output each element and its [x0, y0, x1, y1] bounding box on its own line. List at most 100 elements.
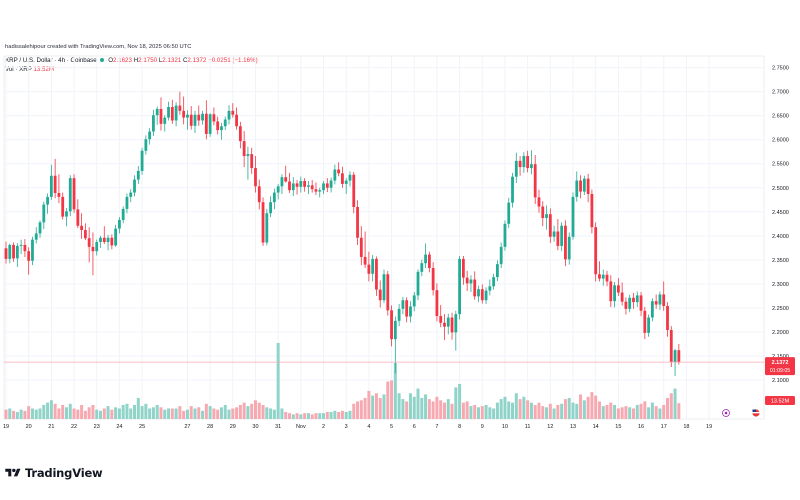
candle-body [38, 222, 42, 234]
volume-bar [57, 408, 61, 419]
candle-body [276, 186, 280, 193]
candle-body [673, 350, 677, 363]
candle-body [27, 251, 31, 261]
candle-body [666, 305, 669, 331]
volume-bar [72, 408, 76, 419]
volume-bar [548, 403, 552, 419]
x-tick-label: 3 [345, 424, 348, 430]
candle-body [8, 244, 12, 259]
volume-bar [405, 401, 409, 419]
volume-bar [495, 402, 499, 419]
time-axis[interactable]: 19 20 21 22 23 24 25 27 28 29 30 31 Nov 2 3 4 5 6 7 8 9 10 11 1… [3, 424, 712, 430]
candle-body [537, 197, 541, 207]
candle-body [632, 297, 635, 303]
candle-body [439, 316, 443, 323]
volume-bar [12, 410, 16, 419]
volume-bar [378, 397, 382, 419]
volume-bar [325, 411, 329, 419]
candle-body [133, 179, 136, 193]
volume-bar [276, 343, 280, 419]
y-tick-label: 2.3000 [772, 282, 789, 288]
volume-bar [601, 406, 605, 419]
volume-bar [318, 413, 322, 419]
high-value: 2.1750 [138, 57, 158, 64]
candle-body [620, 292, 624, 302]
candle-body [397, 308, 401, 321]
volume-bar [80, 404, 84, 419]
candle-body [182, 110, 186, 118]
volume-label[interactable]: Vol · XRP [5, 66, 32, 73]
candle-body [99, 237, 102, 243]
x-tick-label: 2 [322, 424, 325, 430]
candle-body [420, 263, 424, 272]
volume-bar [511, 402, 515, 419]
volume-bar [208, 406, 212, 419]
x-tick-label: 30 [252, 424, 258, 430]
volume-bar [201, 410, 205, 419]
candle-body [31, 239, 34, 261]
candle-body [352, 174, 356, 207]
candle-body [114, 228, 118, 246]
candle-body [65, 211, 68, 217]
open-value: 2.1623 [113, 57, 132, 64]
volume-bar [643, 401, 647, 419]
volume-value: 13.52M [33, 66, 55, 73]
y-tick-label: 2.7500 [772, 66, 789, 72]
volume-bar [450, 403, 454, 419]
volume-bar [590, 392, 594, 419]
candle-body [238, 126, 242, 142]
candle-body [42, 204, 46, 223]
y-tick-label: 2.7000 [772, 90, 789, 96]
volume-bar [616, 408, 620, 419]
tradingview-logo-icon [5, 468, 21, 477]
candle-body [201, 113, 204, 121]
candle-body [284, 177, 288, 182]
volume-bar [231, 408, 235, 419]
volume-bar [23, 410, 27, 419]
candle-body [507, 202, 511, 224]
volume-bar [522, 396, 526, 419]
us-flag-canton-icon [752, 409, 756, 412]
candle-body [269, 202, 272, 214]
volume-bar [484, 404, 488, 419]
x-tick-label: 7 [435, 424, 438, 430]
candle-body [216, 121, 220, 131]
x-tick-label: 23 [94, 424, 100, 430]
x-tick-label: 31 [275, 424, 281, 430]
candle-body [503, 223, 507, 247]
candle-body [23, 244, 27, 252]
candle-body [624, 301, 628, 309]
candle-body [469, 279, 473, 284]
volume-bar [337, 411, 341, 419]
candle-body [454, 314, 458, 333]
symbol-name[interactable]: XRP / U.S. Dollar · 4h · Coinbase [5, 57, 97, 64]
y-tick-label: 2.4000 [772, 234, 789, 240]
candle-body [174, 105, 178, 121]
volume-bar [677, 403, 681, 419]
volume-legend: Vol · XRP 13.52M [5, 66, 54, 73]
candle-body [152, 115, 155, 132]
price-axis[interactable]: 2.7500 2.7000 2.6500 2.6000 2.5500 2.5000 2.45… [772, 66, 789, 384]
volume-tag-label: 13.52M [771, 399, 790, 405]
candle-body [458, 258, 461, 315]
volume-tag [765, 396, 795, 405]
volume-bar [193, 408, 197, 419]
candle-body [307, 185, 310, 187]
candle-body [204, 113, 208, 134]
volume-bar [594, 395, 598, 419]
candle-body [496, 264, 499, 278]
candle-body [178, 105, 182, 111]
candle-body [518, 160, 522, 168]
y-tick-label: 2.1500 [772, 354, 789, 360]
candle-body [492, 277, 496, 287]
candle-body [333, 169, 337, 181]
volume-bar [219, 407, 223, 419]
volume-bar [571, 402, 575, 419]
candle-body [246, 154, 250, 157]
volume-bar [473, 404, 477, 419]
volume-bar [144, 403, 148, 419]
tradingview-branding[interactable]: TradingView [5, 466, 103, 480]
volume-bar [567, 397, 571, 419]
volume-bar [507, 401, 511, 419]
